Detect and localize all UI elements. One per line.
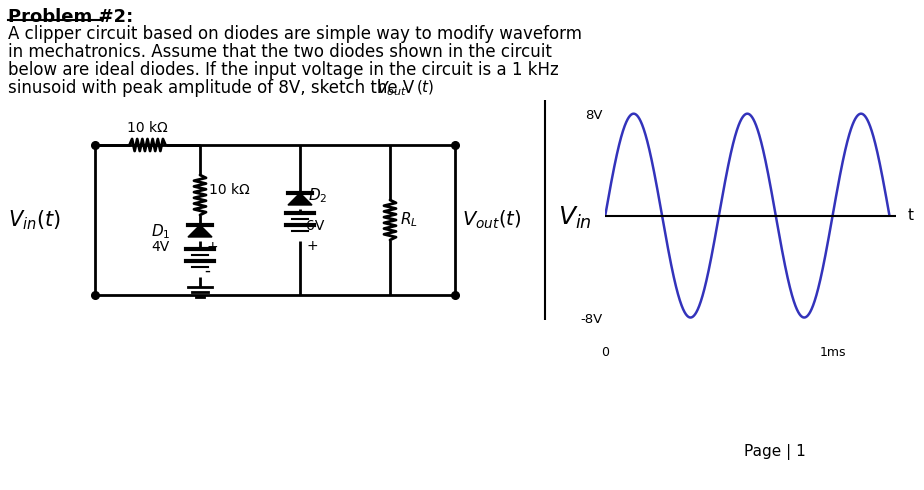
- Text: t: t: [907, 208, 914, 223]
- Text: 10 kΩ: 10 kΩ: [209, 183, 249, 197]
- Text: +: +: [206, 240, 218, 254]
- Text: +: +: [306, 239, 318, 253]
- Text: 6V: 6V: [306, 219, 324, 233]
- Text: -: -: [306, 203, 312, 221]
- Text: $(t)$: $(t)$: [416, 78, 434, 96]
- Text: 10 kΩ: 10 kΩ: [128, 121, 168, 135]
- Text: $D_1$: $D_1$: [151, 222, 170, 242]
- Polygon shape: [288, 193, 312, 205]
- Text: $V_{in}$: $V_{in}$: [558, 205, 592, 231]
- Text: 4V: 4V: [152, 240, 170, 254]
- Text: $D_2$: $D_2$: [308, 187, 327, 205]
- Text: in mechatronics. Assume that the two diodes shown in the circuit: in mechatronics. Assume that the two dio…: [8, 43, 552, 61]
- Text: -: -: [204, 262, 210, 280]
- Polygon shape: [188, 225, 212, 237]
- Text: $V_{in}(t)$: $V_{in}(t)$: [8, 208, 61, 232]
- Text: below are ideal diodes. If the input voltage in the circuit is a 1 kHz: below are ideal diodes. If the input vol…: [8, 61, 559, 79]
- Text: sinusoid with peak amplitude of 8V, sketch the V: sinusoid with peak amplitude of 8V, sket…: [8, 79, 414, 97]
- Text: =: =: [604, 208, 625, 232]
- Text: $R_L$: $R_L$: [400, 211, 418, 229]
- Text: Problem #2:: Problem #2:: [8, 8, 133, 26]
- Text: $V_{out}$: $V_{out}$: [376, 79, 407, 98]
- Text: $V_{out}(t)$: $V_{out}(t)$: [462, 209, 521, 231]
- Text: A clipper circuit based on diodes are simple way to modify waveform: A clipper circuit based on diodes are si…: [8, 25, 582, 43]
- Text: Page | 1: Page | 1: [744, 444, 806, 460]
